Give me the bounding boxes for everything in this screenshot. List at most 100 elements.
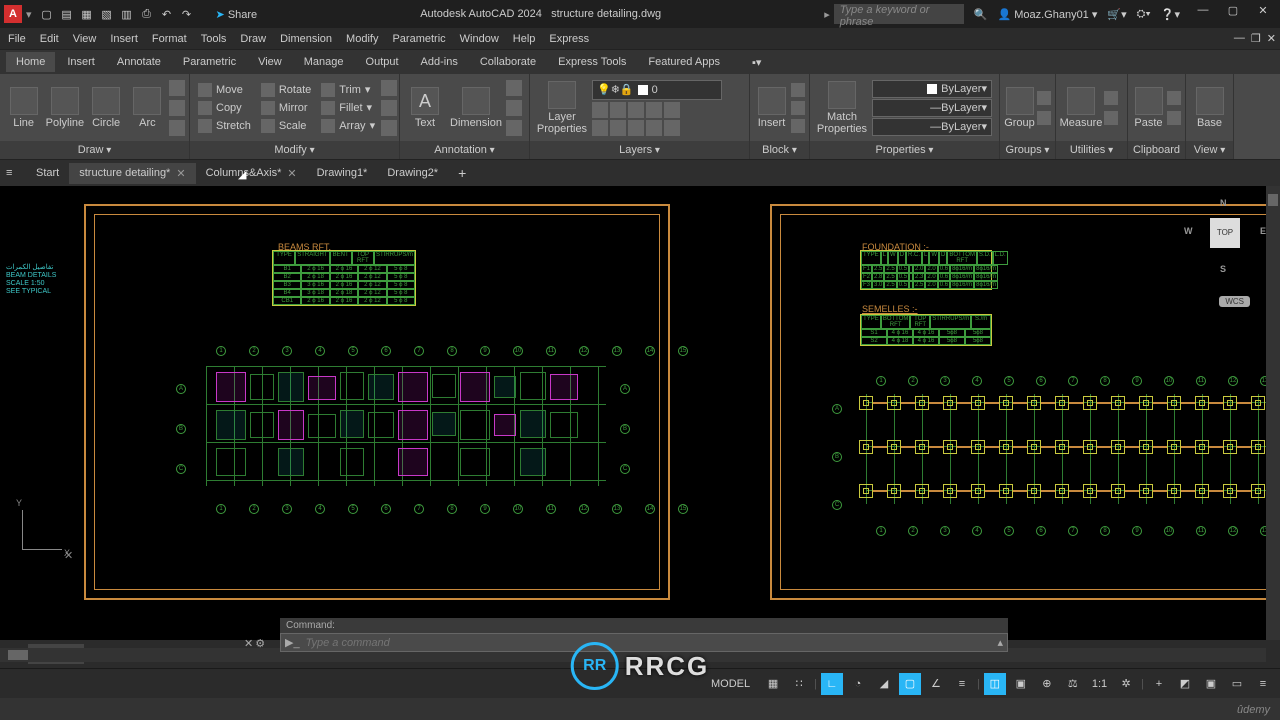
cmdline-options-icon[interactable]: ⚙	[255, 637, 265, 650]
new-tab-button[interactable]: +	[448, 165, 476, 181]
doc-tab-columns[interactable]: Columns&Axis*✕	[196, 163, 307, 184]
stretch-button[interactable]: Stretch	[194, 118, 255, 134]
menu-express[interactable]: Express	[549, 33, 589, 45]
move-button[interactable]: Move	[194, 82, 255, 98]
ribbon-overflow-icon[interactable]: ▪▾	[742, 52, 771, 73]
close-button[interactable]: ✕	[1250, 4, 1276, 24]
layer-state-icon[interactable]	[664, 120, 680, 136]
erase-icon[interactable]	[381, 80, 397, 96]
app-switcher-icon[interactable]: ⛭▾	[1137, 8, 1151, 21]
arc-button[interactable]: Arc	[128, 87, 167, 129]
menu-edit[interactable]: Edit	[40, 33, 59, 45]
panel-title-annotation[interactable]: Annotation ▾	[400, 141, 529, 159]
scale-button[interactable]: Scale	[257, 118, 315, 134]
osnap-toggle[interactable]: ▢	[899, 673, 921, 695]
anno-scale[interactable]: 1:1	[1088, 678, 1111, 690]
layer-prev-icon[interactable]	[628, 120, 644, 136]
mtext-icon[interactable]	[506, 120, 522, 136]
doc-close-button[interactable]: ✕	[1267, 32, 1276, 45]
snap-toggle[interactable]: ∷	[788, 673, 810, 695]
group-edit-icon[interactable]	[1037, 111, 1051, 125]
annoscale-icon[interactable]: ⚖	[1062, 673, 1084, 695]
minimize-button[interactable]: —	[1190, 4, 1216, 24]
block-attr-icon[interactable]	[791, 119, 805, 133]
doc-tab-drawing1[interactable]: Drawing1*	[307, 163, 378, 183]
match-properties-button[interactable]: Match Properties	[814, 81, 870, 135]
layer-freeze-icon[interactable]	[610, 102, 626, 118]
array-button[interactable]: Array ▾	[317, 118, 379, 134]
otrack-toggle[interactable]: ∠	[925, 673, 947, 695]
view-cube[interactable]: N S W E TOP	[1190, 198, 1260, 268]
tab-collaborate[interactable]: Collaborate	[470, 52, 546, 72]
doc-tab-drawing2[interactable]: Drawing2*	[377, 163, 448, 183]
polyline-button[interactable]: Polyline	[45, 87, 84, 129]
redo-icon[interactable]: ↷	[178, 5, 196, 23]
menu-dimension[interactable]: Dimension	[280, 33, 332, 45]
ungroup-icon[interactable]	[1037, 91, 1051, 105]
circle-button[interactable]: Circle	[87, 87, 126, 129]
paste-button[interactable]: Paste	[1132, 87, 1165, 129]
user-account[interactable]: 👤 Moaz.Ghany01 ▾	[997, 8, 1097, 21]
maximize-button[interactable]: ▢	[1220, 4, 1246, 24]
tab-view[interactable]: View	[248, 52, 292, 72]
plot-icon[interactable]: ▥	[118, 5, 136, 23]
cut-icon[interactable]	[1167, 91, 1181, 105]
layer-make-icon[interactable]	[646, 102, 662, 118]
rotate-button[interactable]: Rotate	[257, 82, 315, 98]
panel-title-clipboard[interactable]: Clipboard	[1128, 141, 1185, 159]
drawing-canvas[interactable]: BEAMS RFT. TYPESTRAIGHTBENTTOP RFTSTIRRU…	[0, 186, 1280, 640]
polar-toggle[interactable]: ◔	[847, 673, 869, 695]
menu-window[interactable]: Window	[460, 33, 499, 45]
copy-button[interactable]: Copy	[194, 100, 255, 116]
fillet-button[interactable]: Fillet ▾	[317, 100, 379, 116]
annomonitor-toggle[interactable]: ⊕	[1036, 673, 1058, 695]
color-select[interactable]: ByLayer ▾	[872, 80, 992, 98]
status-model[interactable]: MODEL	[703, 678, 758, 690]
cmdline-close-icon[interactable]: ✕	[244, 637, 253, 650]
wcs-badge[interactable]: WCS	[1219, 296, 1250, 307]
cart-icon[interactable]: 🛒▾	[1107, 8, 1126, 21]
cycling-toggle[interactable]: ▣	[1010, 673, 1032, 695]
rectangle-icon[interactable]	[169, 80, 185, 96]
copy-clip-icon[interactable]	[1167, 111, 1181, 125]
command-input[interactable]	[306, 637, 992, 649]
ellipse-icon[interactable]	[169, 120, 185, 136]
hwaccel-toggle[interactable]: ▣	[1200, 673, 1222, 695]
line-button[interactable]: Line	[4, 87, 43, 129]
menu-help[interactable]: Help	[513, 33, 536, 45]
share-link[interactable]: ➤ Share	[216, 8, 258, 21]
hatch-icon[interactable]	[169, 100, 185, 116]
lineweight-toggle[interactable]: ≡	[951, 673, 973, 695]
saveas-icon[interactable]: ▧	[98, 5, 116, 23]
panel-title-utilities[interactable]: Utilities ▾	[1056, 141, 1127, 159]
offset-icon[interactable]	[381, 120, 397, 136]
quickprops-toggle[interactable]: +	[1148, 673, 1170, 695]
search-icon[interactable]: 🔍	[974, 8, 988, 21]
app-menu-dropdown-icon[interactable]: ▾	[26, 8, 32, 21]
panel-title-layers[interactable]: Layers ▾	[530, 141, 749, 159]
panel-title-modify[interactable]: Modify ▾	[190, 141, 399, 159]
isodraft-toggle[interactable]: ◢	[873, 673, 895, 695]
panel-title-block[interactable]: Block ▾	[750, 141, 809, 159]
ortho-toggle[interactable]: ∟	[821, 673, 843, 695]
layer-iso-icon[interactable]	[592, 120, 608, 136]
tab-expresstools[interactable]: Express Tools	[548, 52, 636, 72]
tabs-menu-icon[interactable]: ≡	[6, 167, 26, 179]
leader-icon[interactable]	[506, 80, 522, 96]
tab-parametric[interactable]: Parametric	[173, 52, 246, 72]
grid-toggle[interactable]: ▦	[762, 673, 784, 695]
select-icon[interactable]	[1104, 111, 1118, 125]
lineweight-select[interactable]: — ByLayer ▾	[872, 99, 992, 117]
panel-title-view[interactable]: View ▾	[1186, 141, 1233, 159]
menu-modify[interactable]: Modify	[346, 33, 378, 45]
cmdline-expand-icon[interactable]: ▴	[997, 636, 1003, 649]
layer-uniso-icon[interactable]	[610, 120, 626, 136]
menu-draw[interactable]: Draw	[240, 33, 266, 45]
panel-title-properties[interactable]: Properties ▾	[810, 141, 999, 159]
insert-button[interactable]: Insert	[754, 87, 789, 129]
calc-icon[interactable]	[1104, 91, 1118, 105]
tab-addins[interactable]: Add-ins	[411, 52, 468, 72]
mirror-button[interactable]: Mirror	[257, 100, 315, 116]
menu-parametric[interactable]: Parametric	[392, 33, 445, 45]
layer-off-icon[interactable]	[592, 102, 608, 118]
